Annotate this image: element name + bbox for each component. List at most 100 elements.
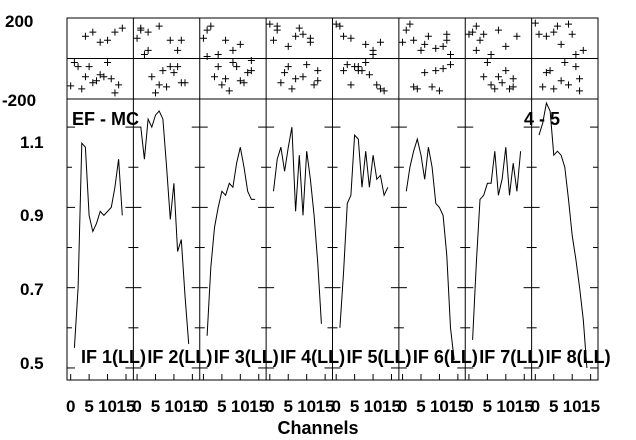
phase-point xyxy=(469,28,477,36)
phase-point xyxy=(362,59,370,67)
phase-point xyxy=(494,73,502,81)
top-y-tick-label-max: 200 xyxy=(5,12,33,31)
phase-point xyxy=(288,85,296,93)
x-tick-label: 15 xyxy=(448,397,467,416)
if-panel-label: IF 1(LL) xyxy=(81,347,146,367)
phase-point xyxy=(550,28,558,36)
phase-point xyxy=(565,20,572,28)
phase-point xyxy=(373,81,381,89)
x-tick-label: 10 xyxy=(563,397,582,416)
phase-point xyxy=(81,32,89,40)
phase-point xyxy=(502,67,510,75)
x-tick-label: 5 xyxy=(350,397,359,416)
amplitude-line xyxy=(140,110,190,344)
phase-point xyxy=(270,36,277,44)
phase-point xyxy=(435,87,443,95)
phase-point xyxy=(417,46,425,54)
phase-point xyxy=(476,36,484,44)
x-tick-label: 10 xyxy=(98,397,117,416)
x-tick-label: 5 xyxy=(84,397,93,416)
phase-point xyxy=(487,81,495,89)
x-tick-label: 15 xyxy=(249,397,268,416)
phase-point xyxy=(472,46,480,54)
phase-point xyxy=(424,32,432,40)
phase-point xyxy=(362,40,370,48)
phase-point xyxy=(509,83,517,91)
phase-point xyxy=(494,26,502,34)
phase-point xyxy=(89,79,97,87)
phase-point xyxy=(369,46,377,54)
x-tick-label: 0 xyxy=(132,397,141,416)
phase-point xyxy=(111,28,119,36)
phase-point xyxy=(565,81,572,89)
phase-point xyxy=(174,46,182,54)
if-panel-label: IF 8(LL) xyxy=(546,347,611,367)
phase-point xyxy=(310,81,318,89)
phase-point xyxy=(148,73,156,81)
x-tick-label: 15 xyxy=(382,397,401,416)
phase-point xyxy=(443,36,451,44)
phase-point xyxy=(111,89,119,97)
phase-point xyxy=(93,77,100,85)
phase-point xyxy=(222,75,230,83)
phase-point xyxy=(480,73,488,81)
bottom-y-tick-label-3: 0.7 xyxy=(20,280,44,299)
phase-point xyxy=(236,77,244,85)
panel-dividers xyxy=(132,18,533,380)
bottom-y-tick-label-4: 0.5 xyxy=(20,354,44,373)
axis-ticks xyxy=(67,126,598,380)
amplitude-line xyxy=(206,147,256,336)
top-y-tick-label-min: -200 xyxy=(2,91,36,110)
phase-point xyxy=(74,63,82,71)
phase-point xyxy=(428,83,436,91)
phase-point xyxy=(284,42,292,50)
phase-point xyxy=(365,71,373,79)
phase-point xyxy=(81,73,89,81)
phase-point xyxy=(347,34,355,42)
phase-point xyxy=(140,50,148,58)
x-tick-label: 0 xyxy=(398,397,407,416)
x-tick-labels: 0 5 10 150 5 10 150 5 10 150 5 10 150 5 10 150 5 10 150 5 10… xyxy=(66,397,600,416)
x-tick-label: 5 xyxy=(284,397,293,416)
phase-point xyxy=(284,63,292,71)
x-tick-label: 0 xyxy=(464,397,473,416)
phase-point xyxy=(439,42,447,50)
phase-point xyxy=(572,63,580,71)
x-tick-label: 0 xyxy=(531,397,540,416)
phase-point xyxy=(535,30,543,38)
phase-point xyxy=(89,28,97,36)
if-panel-label: IF 6(LL) xyxy=(413,347,478,367)
phase-point xyxy=(203,52,211,60)
phase-point xyxy=(96,38,104,46)
phase-point xyxy=(159,67,167,75)
phase-point xyxy=(502,42,510,50)
phase-point xyxy=(340,67,348,75)
amplitude-line xyxy=(339,133,389,328)
phase-point xyxy=(70,59,78,67)
phase-point xyxy=(550,85,558,93)
phase-point xyxy=(137,24,145,32)
phase-point xyxy=(199,34,207,42)
if-panel-label: IF 7(LL) xyxy=(479,347,544,367)
phase-point xyxy=(166,63,174,71)
phase-point xyxy=(247,57,255,65)
phase-point xyxy=(539,83,547,91)
phase-point xyxy=(225,87,233,95)
phase-point xyxy=(222,36,230,44)
amplitude-line xyxy=(538,101,588,369)
phase-point xyxy=(273,22,281,30)
phase-point xyxy=(244,69,252,77)
phase-point xyxy=(542,32,550,40)
phase-point xyxy=(553,22,561,30)
phase-point xyxy=(229,46,237,54)
phase-point xyxy=(144,28,152,36)
x-tick-label: 15 xyxy=(581,397,600,416)
phase-point xyxy=(96,71,104,79)
x-tick-label: 0 xyxy=(331,397,340,416)
phase-point xyxy=(443,30,451,38)
x-tick-label: 5 xyxy=(416,397,425,416)
phase-point xyxy=(410,83,418,91)
phase-point xyxy=(506,85,513,93)
phase-point xyxy=(303,61,311,69)
